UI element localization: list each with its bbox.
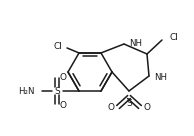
Text: S: S: [54, 86, 60, 96]
Text: Cl: Cl: [169, 33, 178, 42]
Text: O: O: [143, 103, 150, 112]
Text: NH: NH: [154, 72, 167, 81]
Text: H₂N: H₂N: [18, 86, 35, 96]
Text: O: O: [108, 103, 115, 112]
Text: Cl: Cl: [54, 42, 62, 51]
Text: O: O: [60, 72, 67, 82]
Text: NH: NH: [129, 38, 142, 47]
Text: S: S: [126, 99, 132, 108]
Text: O: O: [60, 101, 67, 110]
